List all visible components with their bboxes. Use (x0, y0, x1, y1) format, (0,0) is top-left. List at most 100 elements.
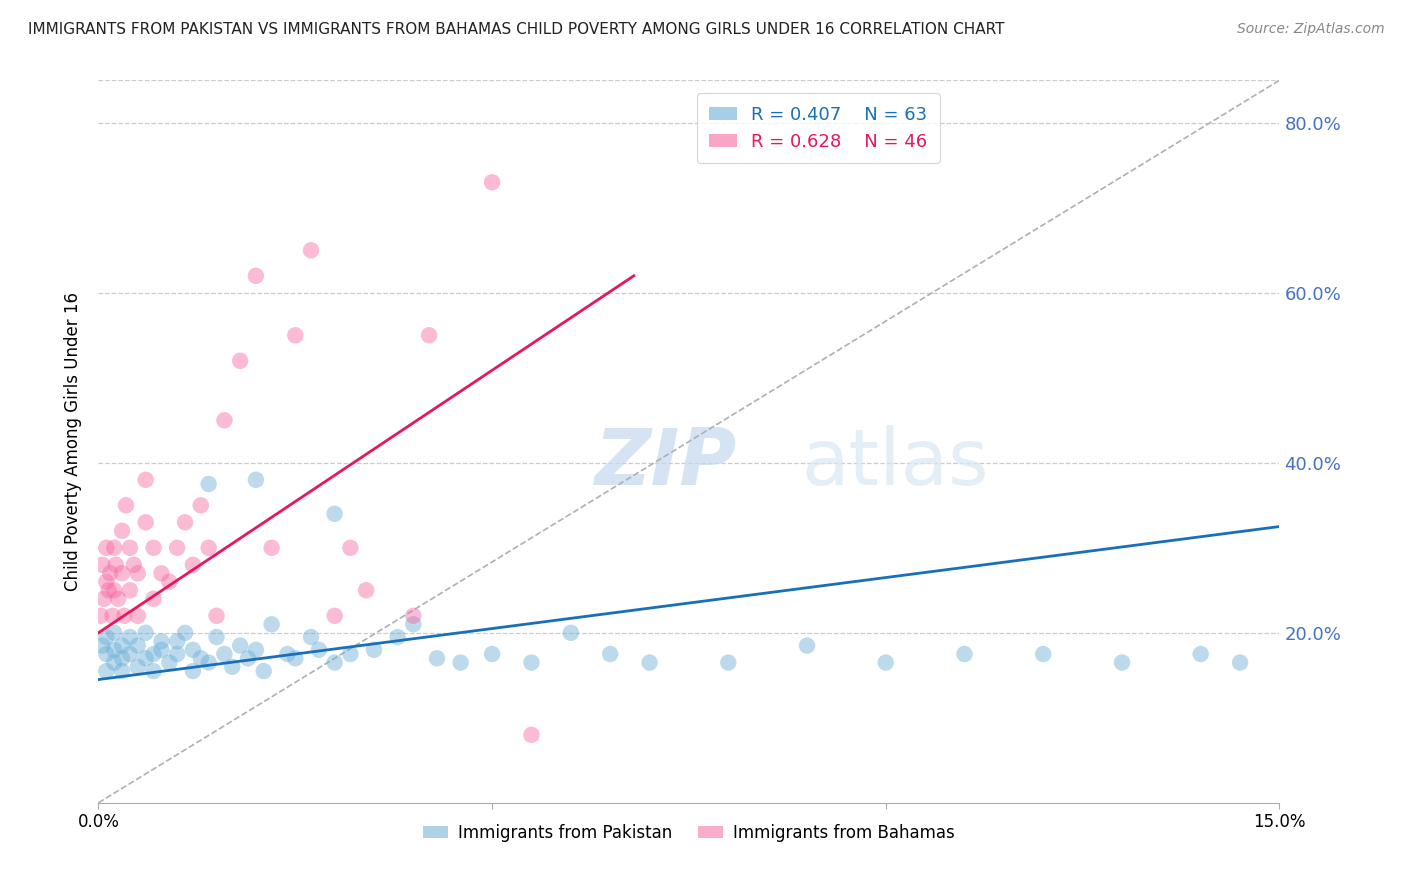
Point (260, 541, 283, 555)
Point (323, 608, 346, 623)
Point (142, 541, 165, 555)
Point (197, 656, 219, 670)
Point (96, 574, 118, 589)
Point (96, 664, 118, 678)
Point (450, 656, 472, 670)
Point (103, 642, 125, 657)
Point (387, 630, 409, 644)
Y-axis label: Child Poverty Among Girls Under 16: Child Poverty Among Girls Under 16 (65, 292, 83, 591)
Text: IMMIGRANTS FROM PAKISTAN VS IMMIGRANTS FROM BAHAMAS CHILD POVERTY AMONG GIRLS UN: IMMIGRANTS FROM PAKISTAN VS IMMIGRANTS F… (28, 22, 1005, 37)
Point (127, 608, 149, 623)
Point (111, 664, 134, 678)
Point (127, 660, 149, 674)
Point (245, 642, 267, 657)
Point (97, 583, 120, 598)
Point (260, 617, 283, 632)
Point (111, 651, 134, 665)
Point (229, 639, 252, 653)
Point (221, 660, 243, 674)
Point (107, 591, 129, 606)
Point (142, 591, 165, 606)
Point (118, 541, 141, 555)
Point (717, 656, 740, 670)
Point (276, 647, 298, 661)
Point (150, 634, 173, 648)
Point (520, 728, 543, 742)
Point (354, 583, 377, 598)
Point (323, 656, 346, 670)
Point (157, 656, 180, 670)
Point (150, 566, 173, 581)
Point (111, 566, 134, 581)
Point (236, 651, 259, 665)
Point (118, 630, 141, 644)
Point (245, 473, 267, 487)
Point (135, 473, 157, 487)
Point (418, 328, 440, 343)
Point (103, 625, 125, 640)
Point (190, 498, 212, 512)
Point (339, 647, 361, 661)
Point (104, 558, 127, 572)
Point (103, 583, 125, 598)
Point (181, 642, 204, 657)
Point (166, 634, 188, 648)
Point (96, 647, 118, 661)
Point (127, 639, 149, 653)
Point (1111, 656, 1133, 670)
Point (197, 541, 219, 555)
Point (101, 608, 124, 623)
Text: atlas: atlas (801, 425, 988, 501)
Point (481, 175, 503, 189)
Point (174, 625, 197, 640)
Point (253, 664, 276, 678)
Point (363, 642, 385, 657)
Point (214, 413, 236, 427)
Point (111, 639, 134, 653)
Point (111, 524, 134, 538)
Point (127, 566, 149, 581)
Point (112, 608, 135, 623)
Point (560, 625, 582, 640)
Point (166, 647, 188, 661)
Point (91, 639, 114, 653)
Point (402, 608, 425, 623)
Point (118, 583, 141, 598)
Point (1229, 656, 1251, 670)
Point (520, 656, 543, 670)
Point (339, 541, 361, 555)
Point (308, 642, 330, 657)
Point (284, 651, 307, 665)
Point (190, 651, 212, 665)
Point (135, 516, 157, 530)
Point (122, 558, 145, 572)
Point (1032, 647, 1054, 661)
Point (98, 566, 121, 581)
Text: ZIP: ZIP (595, 425, 737, 501)
Point (323, 507, 346, 521)
Point (481, 647, 503, 661)
Point (402, 617, 425, 632)
Point (142, 664, 165, 678)
Point (284, 328, 307, 343)
Point (299, 244, 322, 258)
Point (875, 656, 897, 670)
Legend: Immigrants from Pakistan, Immigrants from Bahamas: Immigrants from Pakistan, Immigrants fro… (416, 817, 962, 848)
Point (118, 647, 141, 661)
Point (953, 647, 976, 661)
Point (426, 651, 449, 665)
Point (135, 651, 157, 665)
Point (599, 647, 621, 661)
Point (142, 647, 165, 661)
Point (299, 630, 322, 644)
Point (91, 558, 114, 572)
Point (174, 516, 197, 530)
Point (205, 630, 228, 644)
Point (638, 656, 661, 670)
Point (103, 541, 125, 555)
Text: Source: ZipAtlas.com: Source: ZipAtlas.com (1237, 22, 1385, 37)
Point (135, 625, 157, 640)
Point (205, 608, 228, 623)
Point (197, 477, 219, 491)
Point (214, 647, 236, 661)
